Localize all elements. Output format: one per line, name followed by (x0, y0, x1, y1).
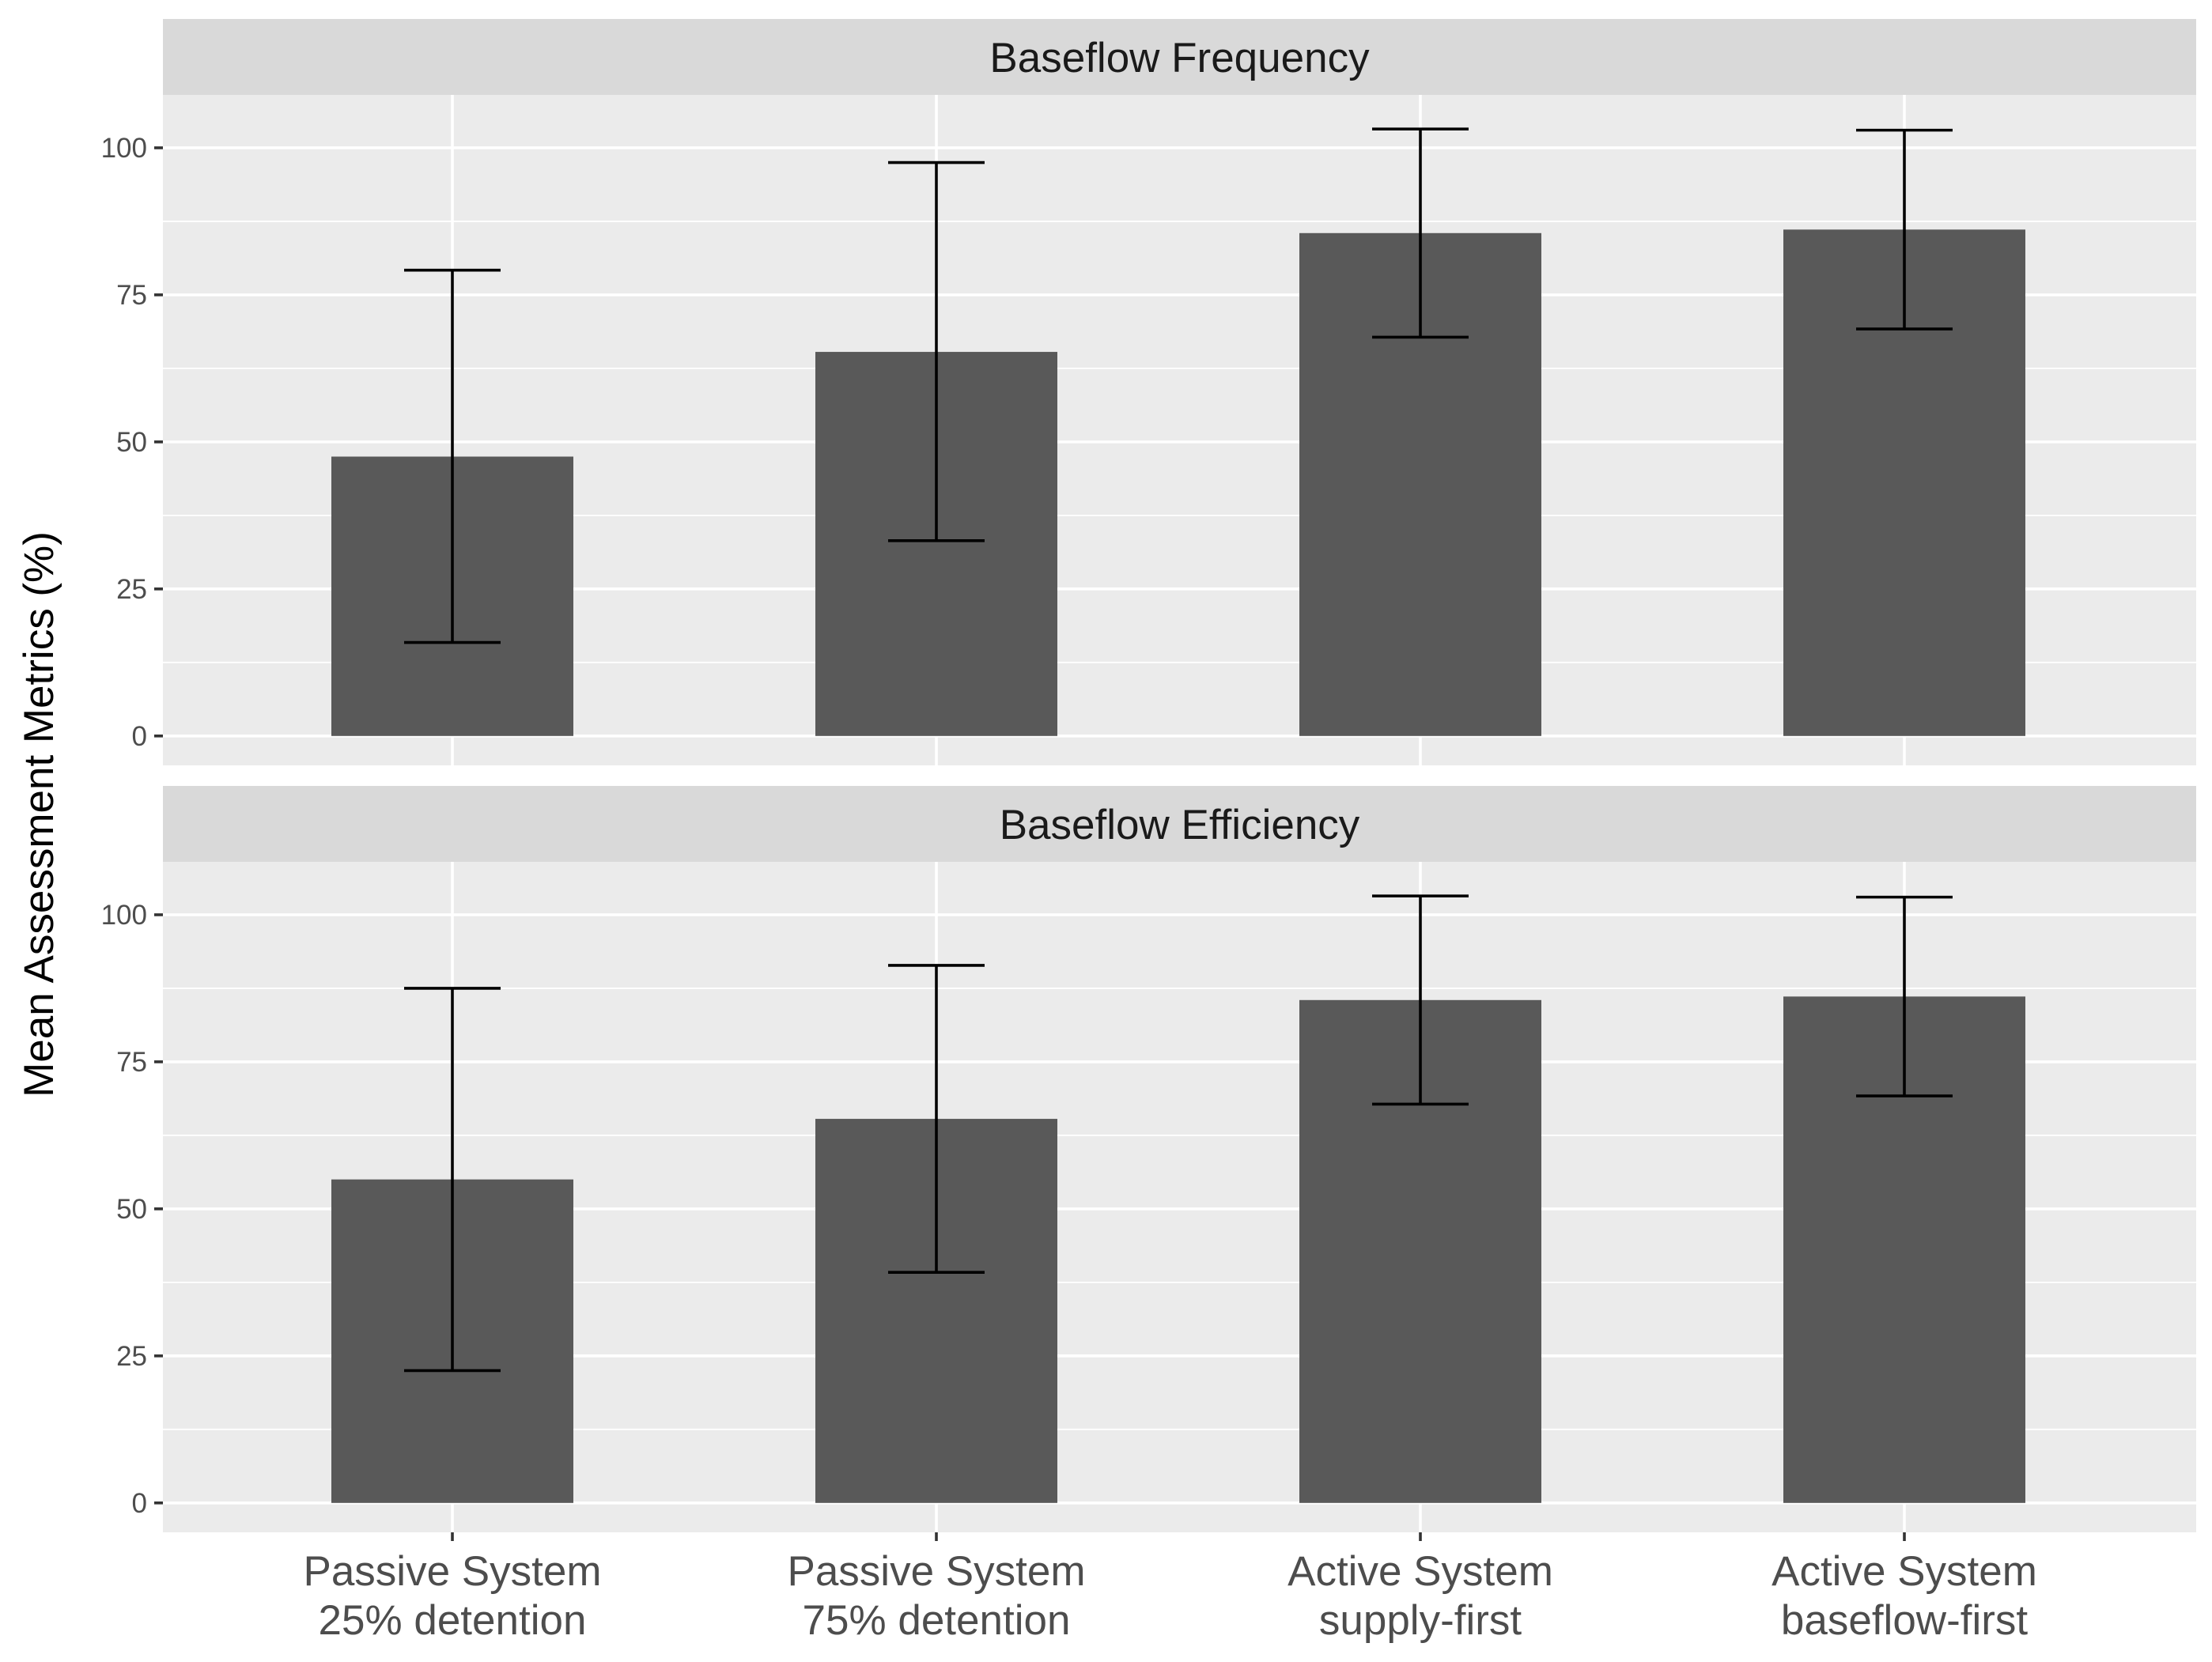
y-tick-label: 0 (132, 1488, 147, 1519)
facet-strip (163, 19, 2196, 95)
facet-title: Baseflow Efficiency (1000, 802, 1360, 848)
x-tick-label: Passive System (303, 1548, 601, 1595)
x-tick-label: Active System (1771, 1548, 2037, 1595)
y-tick-label: 50 (116, 427, 147, 458)
x-tick-label: supply-first (1319, 1597, 1522, 1644)
y-tick-label: 100 (101, 900, 147, 931)
y-tick-label: 25 (116, 1341, 147, 1372)
y-tick-label: 75 (116, 1047, 147, 1078)
panel-1: Baseflow Frequency 0 25 50 75 100 (101, 19, 2196, 765)
facet-strip (163, 786, 2196, 862)
facet-title: Baseflow Frequency (989, 35, 1370, 81)
y-tick-label: 75 (116, 280, 147, 311)
y-tick-label: 100 (101, 133, 147, 164)
y-tick-label: 50 (116, 1194, 147, 1225)
panel-2: Baseflow Efficiency 0 25 50 75 100 Passive Sys… (101, 786, 2196, 1644)
x-tick-label: 25% detention (319, 1597, 587, 1644)
y-tick-label: 0 (132, 721, 147, 752)
x-tick-label: Passive System (787, 1548, 1085, 1595)
x-tick-label: 75% detention (803, 1597, 1071, 1644)
y-tick-label: 25 (116, 574, 147, 605)
x-tick-label: baseflow-first (1781, 1597, 2028, 1644)
y-axis-title: Mean Assessment Metrics (%) (16, 531, 62, 1097)
x-tick-label: Active System (1287, 1548, 1553, 1595)
